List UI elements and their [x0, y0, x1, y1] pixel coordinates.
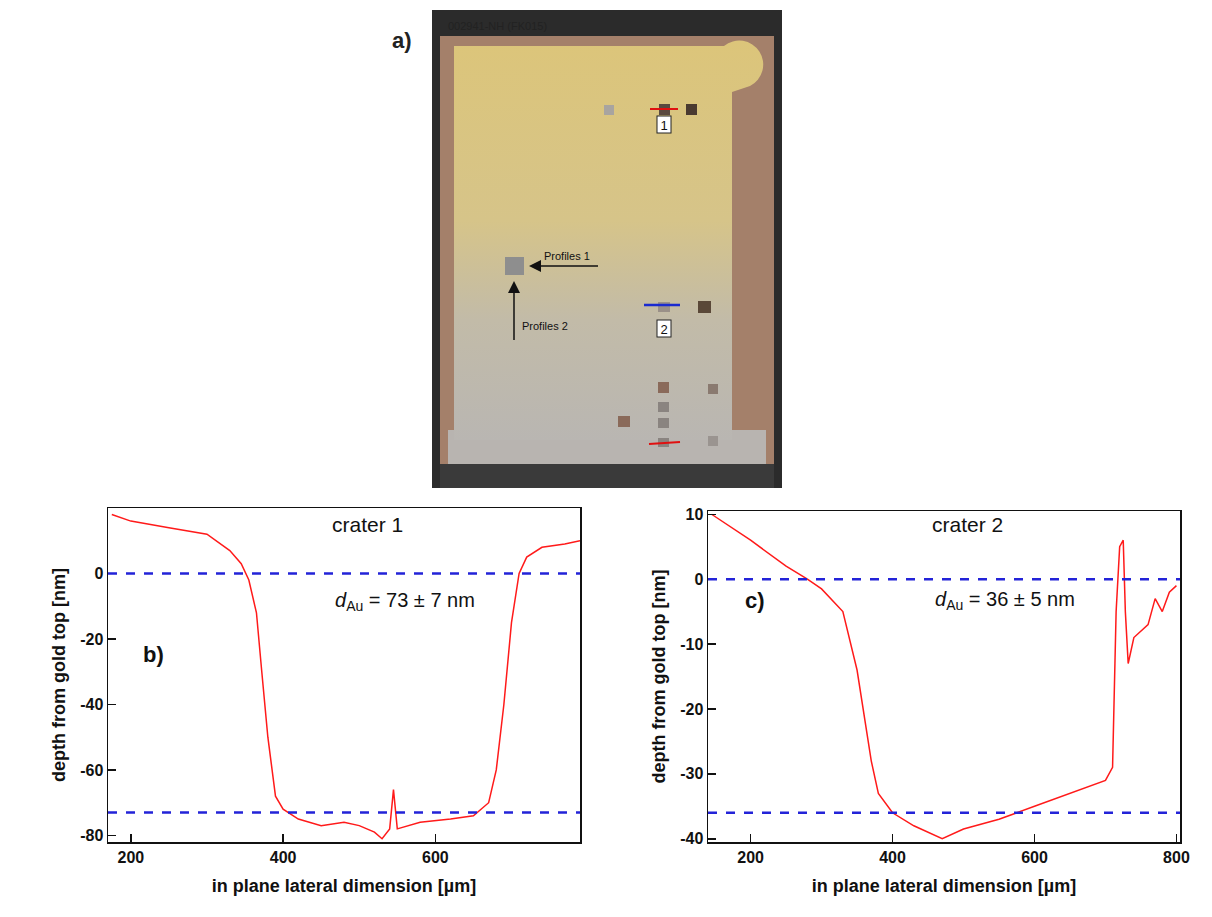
- svg-text:crater 1: crater 1: [332, 513, 403, 536]
- svg-text:600: 600: [422, 849, 449, 866]
- svg-text:depth from gold top [nm]: depth from gold top [nm]: [49, 568, 69, 782]
- svg-text:in plane lateral dimension [µm: in plane lateral dimension [µm]: [212, 876, 476, 896]
- svg-text:-20: -20: [680, 701, 703, 718]
- svg-text:800: 800: [1163, 849, 1190, 866]
- svg-text:10: 10: [686, 506, 704, 523]
- svg-text:in plane lateral dimension [µm: in plane lateral dimension [µm]: [812, 876, 1076, 896]
- svg-text:Profiles 1: Profiles 1: [544, 250, 590, 262]
- svg-text:crater 2: crater 2: [932, 513, 1003, 536]
- svg-text:-10: -10: [680, 636, 703, 653]
- svg-text:0: 0: [94, 565, 103, 582]
- svg-text:d​Au​ = 73 ± 7 nm: d​Au​ = 73 ± 7 nm: [335, 589, 475, 614]
- svg-text:600: 600: [1021, 849, 1048, 866]
- svg-text:d​Au​ = 36 ± 5 nm: d​Au​ = 36 ± 5 nm: [935, 588, 1075, 613]
- svg-text:400: 400: [879, 849, 906, 866]
- svg-text:-80: -80: [80, 827, 103, 844]
- svg-text:-30: -30: [680, 765, 703, 782]
- html-text:a): a): [392, 28, 412, 53]
- svg-text:-20: -20: [80, 631, 103, 648]
- svg-text:0: 0: [694, 571, 703, 588]
- svg-text:200: 200: [737, 849, 764, 866]
- svg-text:depth from gold top [nm]: depth from gold top [nm]: [649, 570, 669, 784]
- svg-text:002941-NH (FK015): 002941-NH (FK015): [448, 20, 547, 32]
- svg-text:c): c): [745, 588, 765, 613]
- svg-text:2: 2: [660, 322, 667, 337]
- svg-text:200: 200: [117, 849, 144, 866]
- svg-text:-60: -60: [80, 762, 103, 779]
- svg-text:-40: -40: [80, 696, 103, 713]
- svg-text:1: 1: [660, 118, 667, 133]
- svg-text:Profiles 2: Profiles 2: [522, 320, 568, 332]
- svg-text:b): b): [143, 642, 164, 667]
- svg-text:400: 400: [270, 849, 297, 866]
- svg-text:-40: -40: [680, 830, 703, 847]
